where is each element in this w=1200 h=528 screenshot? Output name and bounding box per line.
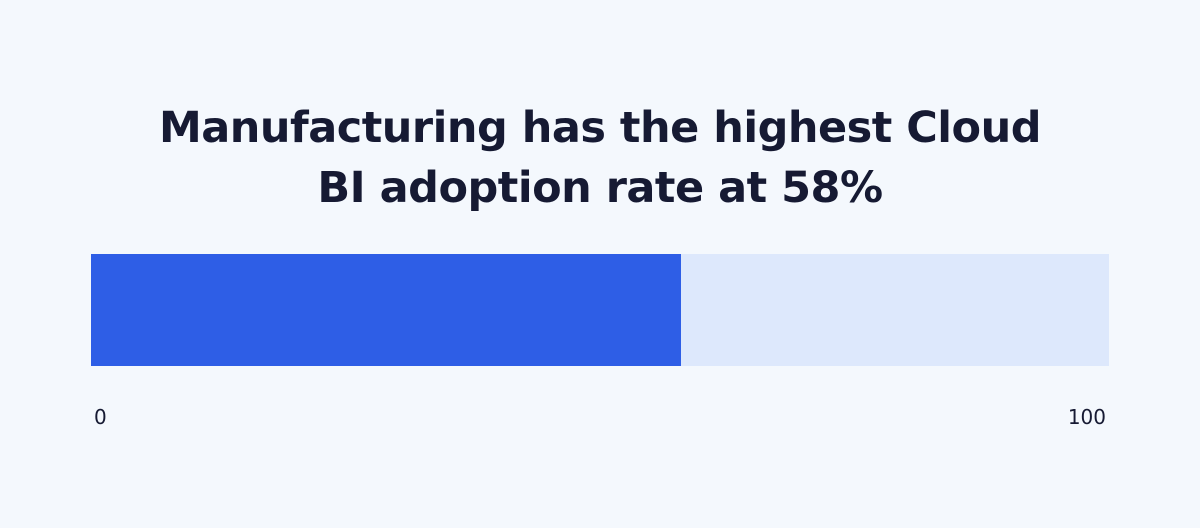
axis-min-tick-label: 0 [94,405,107,429]
chart-title-line-2: BI adoption rate at 58% [317,163,883,213]
chart-title-line-1: Manufacturing has the highest Cloud [159,103,1041,153]
progress-track [91,254,1109,366]
axis-max-tick-label: 100 [1067,405,1106,429]
chart-title: Manufacturing has the highest Cloud BI a… [0,98,1200,218]
progress-fill-bar [91,254,682,366]
